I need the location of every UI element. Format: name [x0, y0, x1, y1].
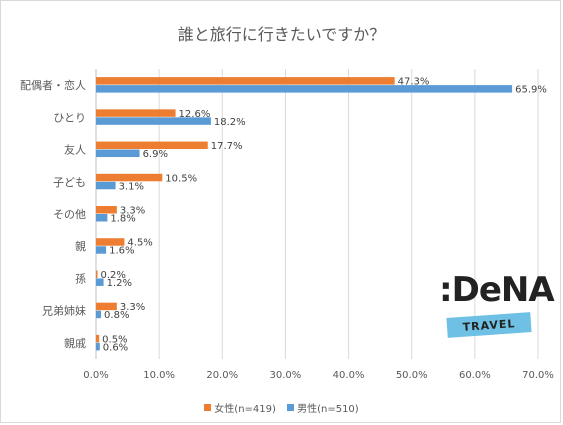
data-label-female: 3.3%: [120, 302, 145, 313]
category-label: ひとり: [53, 111, 86, 124]
logo-sub: TRAVEL: [462, 316, 516, 334]
data-label-female: 47.3%: [398, 77, 430, 88]
data-label-male: 0.8%: [104, 310, 129, 321]
category-label: 配偶者・恋人: [20, 78, 86, 92]
bar-male: [96, 85, 513, 93]
bar-female: [96, 77, 395, 85]
category-label: その他: [53, 208, 86, 221]
bar-male: [96, 214, 108, 222]
legend-swatch-male: [287, 404, 295, 411]
bar-male: [96, 117, 211, 125]
data-label-female: 0.2%: [101, 270, 126, 281]
bar-female: [96, 334, 100, 343]
chart-legend: 女性(n=419) 男性(n=510): [1, 400, 562, 415]
data-label-female: 17.7%: [211, 141, 243, 152]
data-label-male: 1.2%: [107, 278, 132, 289]
bar-female: [96, 173, 163, 182]
dena-travel-logo: :DeNA TRAVEL: [439, 270, 555, 341]
bar-male: [96, 342, 100, 351]
x-tick-label: 60.0%: [459, 370, 491, 381]
category-label: 友人: [64, 143, 86, 157]
data-label-female: 0.5%: [102, 334, 127, 345]
logo-band: TRAVEL: [446, 312, 532, 338]
bar-male: [96, 278, 104, 286]
data-label-male: 65.9%: [515, 85, 547, 96]
x-tick-label: 50.0%: [396, 370, 428, 381]
x-tick-label: 40.0%: [333, 370, 365, 381]
data-label-male: 18.2%: [214, 117, 246, 128]
x-tick-label: 0.0%: [83, 370, 108, 381]
legend-item-male: 男性(n=510): [287, 400, 359, 415]
legend-label-female: 女性(n=419): [214, 404, 276, 415]
bar-female: [96, 141, 208, 150]
logo-brand: :DeNA: [439, 270, 555, 310]
x-tick-label: 30.0%: [270, 370, 302, 381]
bar-female: [96, 302, 117, 311]
bar-male: [96, 149, 140, 158]
chart-title: 誰と旅行に行きたいですか？: [177, 25, 386, 44]
bar-female: [96, 238, 125, 246]
legend-item-female: 女性(n=419): [204, 400, 276, 415]
bar-male: [96, 246, 107, 254]
legend-label-male: 男性(n=510): [297, 404, 359, 415]
bar-female: [96, 270, 98, 278]
x-tick-label: 20.0%: [206, 370, 238, 381]
data-label-male: 1.6%: [109, 246, 134, 257]
x-tick-label: 70.0%: [522, 370, 554, 381]
data-label-male: 1.8%: [110, 214, 135, 225]
bar-female: [96, 109, 176, 117]
bar-female: [96, 206, 117, 214]
data-label-female: 4.5%: [127, 238, 152, 249]
bar-male: [96, 310, 102, 319]
category-label: 親: [75, 240, 86, 253]
data-label-female: 10.5%: [165, 173, 197, 184]
data-label-female: 3.3%: [120, 206, 145, 217]
data-label-female: 12.6%: [179, 109, 211, 120]
bar-male: [96, 181, 116, 190]
legend-swatch-female: [204, 404, 212, 411]
category-label: 孫: [75, 272, 86, 285]
data-label-male: 6.9%: [143, 149, 168, 160]
data-label-male: 3.1%: [119, 181, 144, 192]
category-label: 兄弟姉妹: [42, 304, 86, 318]
data-label-male: 0.6%: [103, 342, 128, 353]
category-label: 親戚: [64, 337, 86, 350]
category-label: 子ども: [53, 176, 86, 189]
x-tick-label: 10.0%: [143, 370, 175, 381]
